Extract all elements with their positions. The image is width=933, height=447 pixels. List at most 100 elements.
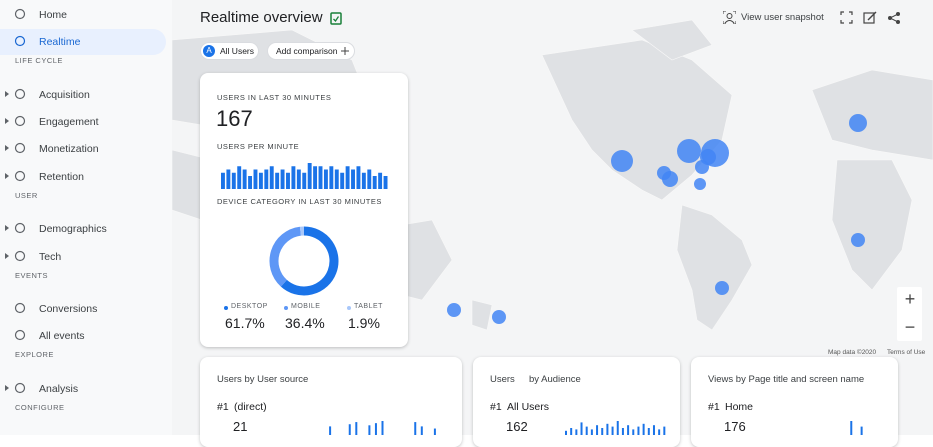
snapshot-icon: [723, 11, 736, 24]
audience-chip[interactable]: A All Users: [200, 42, 259, 60]
nav-item[interactable]: Tech: [0, 244, 166, 270]
minute-bar: [291, 166, 295, 189]
spark-bar: [565, 431, 567, 435]
spark-bar: [586, 427, 588, 435]
rank: #1: [708, 401, 720, 413]
card-sparkline: [564, 417, 668, 435]
nav-label: All events: [39, 330, 85, 342]
nav-item[interactable]: Engagement: [0, 109, 166, 135]
minute-bar: [308, 163, 312, 189]
icon-shape: [16, 251, 25, 260]
users-value: 167: [216, 106, 253, 132]
toolbar-icons[interactable]: [840, 11, 902, 25]
legend-value: 61.7%: [225, 315, 265, 331]
nav-icon: [14, 302, 26, 314]
card-title: Views by Page title and screen name: [708, 374, 864, 385]
nav-label: Acquisition: [39, 89, 90, 101]
card-title: Users by User source: [217, 374, 308, 385]
nav-label: Demographics: [39, 223, 107, 235]
nav-item[interactable]: Home: [0, 2, 166, 28]
nav-label: Retention: [39, 171, 84, 183]
icon-shape: [16, 171, 25, 180]
expand-caret: [5, 91, 9, 97]
expand-caret: [5, 145, 9, 151]
icon-shape: [16, 331, 25, 340]
zoom-in[interactable]: +: [905, 289, 916, 309]
icon-shape: [16, 304, 25, 313]
nav-icon: [14, 382, 26, 394]
spark-bar: [658, 429, 660, 435]
page-title: Realtime overview: [200, 9, 323, 26]
minute-bar: [275, 173, 279, 189]
nav-section: USER: [15, 191, 38, 200]
nav-label: Engagement: [39, 116, 99, 128]
minute-bar: [254, 170, 258, 190]
spark-bar: [421, 426, 423, 435]
top-name: All Users: [507, 401, 549, 413]
nav-item[interactable]: Monetization: [0, 136, 166, 162]
spark-bar: [627, 425, 629, 435]
map-terms[interactable]: Terms of Use: [887, 349, 926, 356]
legend-dot: [284, 306, 288, 310]
summary-card: USERS IN LAST 30 MINUTES 167 USERS PER M…: [200, 73, 408, 347]
nav-item[interactable]: All events: [0, 323, 166, 349]
spark-bar: [617, 421, 619, 435]
top-value: 162: [506, 419, 528, 434]
view-user-snapshot[interactable]: View user snapshot: [741, 12, 824, 23]
nav-icon: [14, 170, 26, 182]
nav-icon: [14, 88, 26, 100]
nav-label: Monetization: [39, 143, 99, 155]
spark-bar: [663, 427, 665, 435]
spark-bar: [375, 423, 377, 435]
nav-item[interactable]: Realtime: [0, 29, 166, 55]
nav-icon: [14, 142, 26, 154]
nav-icon: [14, 8, 26, 20]
page: { "nav": [ {"label": "Home"}, {"label": …: [0, 0, 933, 435]
minute-bar: [324, 170, 328, 190]
spark-bar: [596, 425, 598, 435]
nav-item[interactable]: Analysis: [0, 376, 166, 402]
expand-caret: [5, 118, 9, 124]
minute-bar: [351, 170, 355, 190]
nav-section: EXPLORE: [15, 350, 54, 359]
card-title-suffix: by Audience: [529, 374, 581, 385]
spark-bar: [369, 425, 371, 435]
add-comparison[interactable]: Add comparison: [267, 42, 355, 60]
zoom-out[interactable]: −: [905, 317, 916, 337]
nav-section: CONFIGURE: [15, 403, 65, 412]
nav-item[interactable]: Demographics: [0, 216, 166, 242]
spark-bar: [850, 421, 852, 435]
nav-item[interactable]: Retention: [0, 164, 166, 190]
spark-bar: [329, 426, 331, 435]
minute-bar: [384, 176, 388, 189]
spark-bar: [382, 421, 384, 435]
minute-bar: [286, 173, 290, 189]
legend-name: DESKTOP: [231, 303, 268, 310]
minute-bar: [243, 170, 247, 190]
minute-bar: [232, 173, 236, 189]
minute-bar: [221, 173, 225, 189]
spark-bar: [356, 422, 358, 435]
nav-item[interactable]: Acquisition: [0, 82, 166, 108]
spark-bar: [612, 427, 614, 435]
minute-bar: [340, 173, 344, 189]
nav-item[interactable]: Conversions: [0, 296, 166, 322]
spark-bar: [570, 428, 572, 435]
spark-bar: [575, 429, 577, 435]
legend-dot: [224, 306, 228, 310]
legend-name: TABLET: [354, 303, 383, 310]
nav-label: Tech: [39, 251, 61, 263]
icon-shape: [16, 89, 25, 98]
audience-badge: A: [203, 45, 215, 57]
spark-bar: [349, 424, 351, 435]
minute-bar: [281, 170, 285, 190]
add-comparison-label: Add comparison: [276, 43, 337, 59]
spark-bar: [591, 429, 593, 435]
icon-shape: [16, 37, 25, 46]
title-icon[interactable]: [330, 12, 342, 25]
spark-bar: [632, 429, 634, 435]
audience-name: All Users: [220, 43, 254, 59]
